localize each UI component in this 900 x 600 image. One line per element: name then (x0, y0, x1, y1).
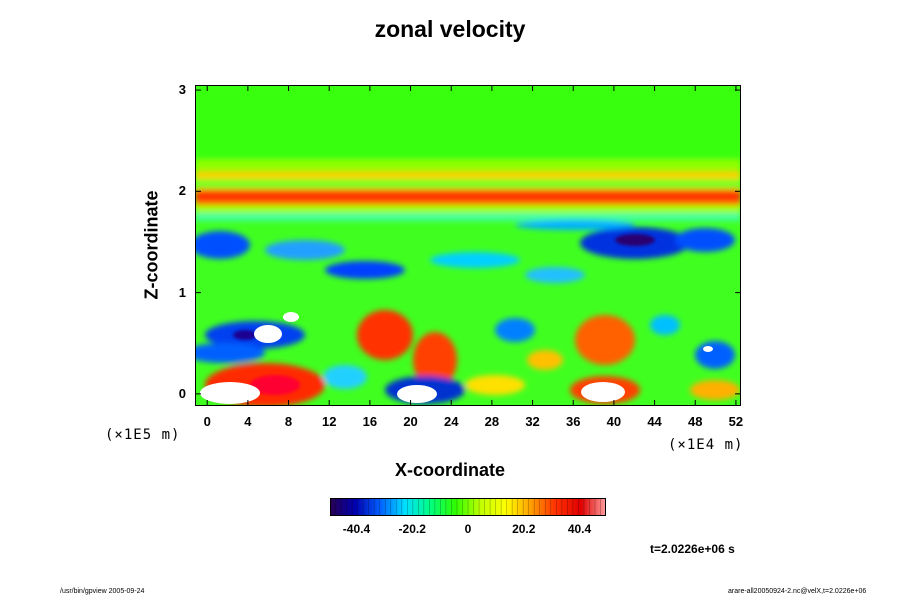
x-tick-label: 32 (525, 414, 540, 429)
x-tick-label: 48 (688, 414, 703, 429)
colorbar-tick-label: 40.4 (567, 522, 592, 536)
y-tick-marks (195, 89, 741, 395)
x-axis-label: X-coordinate (394, 460, 505, 480)
x-tick-label: 8 (284, 414, 293, 429)
x-tick-label: 40 (606, 414, 622, 429)
colorbar-tick-label: -20.2 (398, 522, 426, 536)
y-tick-label: 2 (178, 183, 186, 199)
y-axis-label: Z-coordinate (141, 190, 162, 300)
y-tick-label: 0 (178, 385, 186, 401)
x-tick-label: 0 (203, 414, 211, 429)
heatmap-plot (195, 85, 741, 406)
x-tick-label: 24 (443, 414, 459, 429)
footer-right: arare-all20050924-2.nc@velX,t=2.0226e+06 (728, 588, 867, 595)
colorbar-gradient (330, 498, 606, 516)
colorbar-tick-label: -40.4 (342, 522, 371, 536)
x-tick-label: 36 (566, 414, 581, 429)
colorbar-tick-label: 20.2 (512, 522, 536, 536)
x-tick-label: 20 (403, 414, 418, 429)
colorbar (330, 498, 606, 516)
x-tick-label: 52 (728, 414, 744, 429)
heatmap-field (195, 85, 741, 406)
heatmap-saturated-regions (200, 312, 713, 404)
y-scale-note: (×1E5 m) (105, 427, 181, 443)
x-tick-label: 4 (244, 414, 252, 429)
x-scale-note: (×1E4 m) (668, 437, 744, 453)
x-tick-label: 44 (647, 414, 662, 429)
x-tick-label: 12 (321, 414, 337, 429)
x-tick-label: 16 (362, 414, 378, 429)
y-tick-label: 1 (178, 284, 186, 300)
y-tick-label: 3 (178, 82, 186, 98)
colorbar-frame (330, 498, 606, 516)
chart-title: zonal velocity (374, 16, 526, 42)
x-tick-label: 28 (484, 414, 500, 429)
plot-frame (195, 85, 741, 406)
colorbar-tick-label: 0 (464, 522, 472, 536)
time-label: t=2.0226e+06 s (650, 542, 735, 556)
footer-left: /usr/bin/gpview 2005-09-24 (60, 588, 145, 595)
x-tick-marks (206, 85, 737, 406)
